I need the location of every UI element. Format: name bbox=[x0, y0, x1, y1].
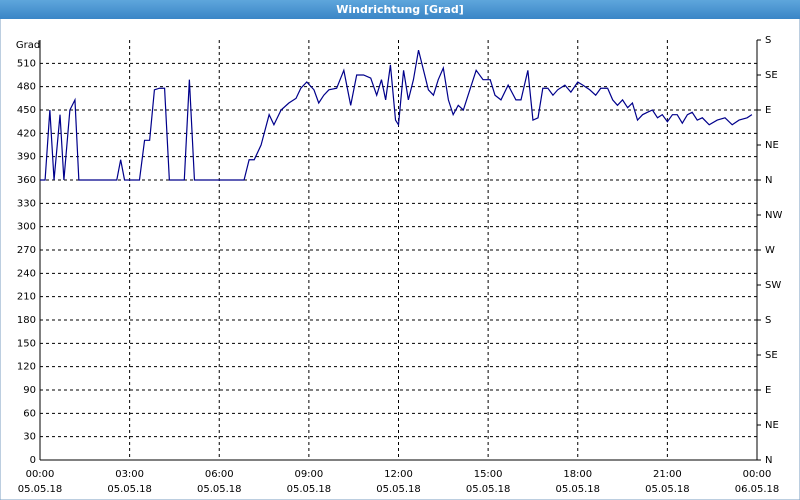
y2-tick-label: NE bbox=[765, 420, 779, 431]
x-tick-label: 12:00 bbox=[384, 469, 413, 480]
x-tick-label: 18:00 bbox=[563, 469, 592, 480]
x-tick-date: 05.05.18 bbox=[376, 484, 421, 495]
x-tick-date: 05.05.18 bbox=[197, 484, 242, 495]
y-tick-label: 330 bbox=[17, 198, 36, 209]
y-tick-label: 150 bbox=[17, 338, 36, 349]
y-axis-label: Grad bbox=[16, 40, 40, 51]
y2-tick-label: S bbox=[765, 315, 771, 326]
y-tick-label: 420 bbox=[17, 128, 36, 139]
y2-tick-label: SE bbox=[765, 70, 778, 81]
y2-tick-label: E bbox=[765, 385, 771, 396]
chart-title: Windrichtung [Grad] bbox=[336, 3, 464, 16]
y2-tick-label: SE bbox=[765, 350, 778, 361]
x-tick-label: 03:00 bbox=[115, 469, 144, 480]
title-bar bbox=[0, 0, 800, 19]
x-tick-label: 00:00 bbox=[743, 469, 772, 480]
y-tick-label: 90 bbox=[23, 385, 36, 396]
x-tick-label: 09:00 bbox=[294, 469, 323, 480]
y-tick-label: 30 bbox=[23, 432, 36, 443]
y-tick-label: 300 bbox=[17, 222, 36, 233]
y2-tick-label: N bbox=[765, 455, 772, 466]
x-tick-date: 05.05.18 bbox=[645, 484, 690, 495]
y2-tick-label: S bbox=[765, 35, 771, 46]
y2-tick-label: NE bbox=[765, 140, 779, 151]
y-tick-label: 360 bbox=[17, 175, 36, 186]
x-tick-label: 21:00 bbox=[653, 469, 682, 480]
y-tick-label: 450 bbox=[17, 105, 36, 116]
y-tick-label: 270 bbox=[17, 245, 36, 256]
y-tick-label: 180 bbox=[17, 315, 36, 326]
x-tick-label: 15:00 bbox=[474, 469, 503, 480]
data-line bbox=[40, 49, 753, 181]
x-tick-date: 05.05.18 bbox=[466, 484, 511, 495]
y-tick-label: 0 bbox=[30, 455, 36, 466]
x-tick-date: 05.05.18 bbox=[287, 484, 332, 495]
x-tick-date: 05.05.18 bbox=[107, 484, 152, 495]
y2-tick-label: E bbox=[765, 105, 771, 116]
x-tick-label: 00:00 bbox=[26, 469, 55, 480]
y-tick-label: 210 bbox=[17, 292, 36, 303]
y2-tick-label: W bbox=[765, 245, 775, 256]
x-tick-date: 06.05.18 bbox=[735, 484, 780, 495]
y-tick-label: 480 bbox=[17, 82, 36, 93]
y-tick-label: 60 bbox=[23, 408, 36, 419]
y-tick-label: 120 bbox=[17, 362, 36, 373]
y2-tick-label: N bbox=[765, 175, 772, 186]
y2-tick-label: SW bbox=[765, 280, 781, 291]
x-tick-date: 05.05.18 bbox=[555, 484, 600, 495]
y2-tick-label: NW bbox=[765, 210, 782, 221]
y-tick-label: 510 bbox=[17, 58, 36, 69]
x-tick-label: 06:00 bbox=[205, 469, 234, 480]
x-tick-date: 05.05.18 bbox=[18, 484, 63, 495]
y-tick-label: 240 bbox=[17, 268, 36, 279]
y-tick-label: 390 bbox=[17, 152, 36, 163]
